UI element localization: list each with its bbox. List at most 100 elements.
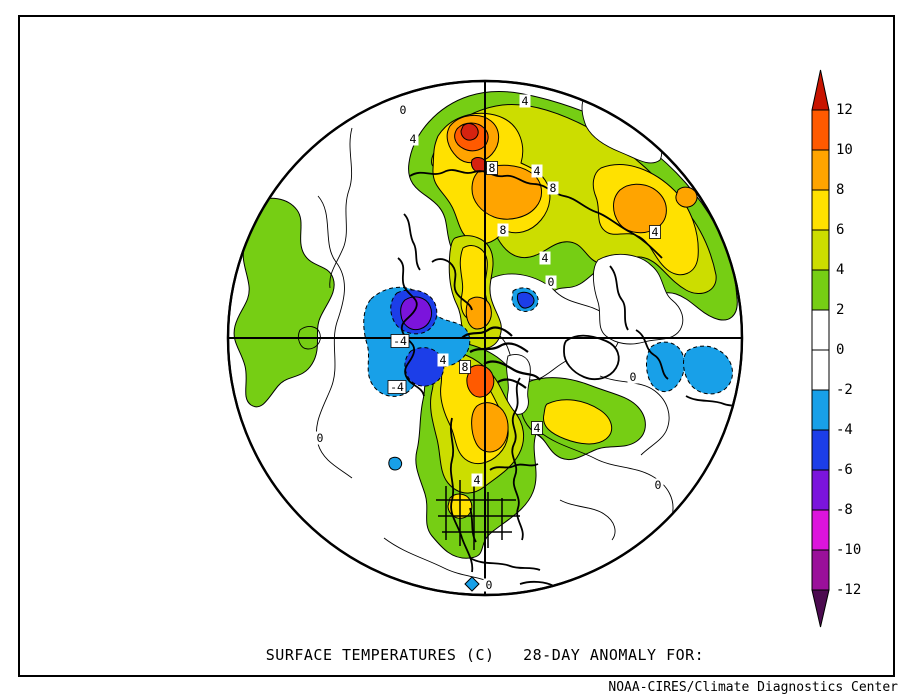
gulf-cyan-diamond: [464, 576, 480, 592]
coast-cyan-spot: [388, 456, 403, 471]
contour-label-box: [407, 132, 419, 146]
warm-region-pacific: [233, 197, 335, 408]
greenland-outline: [563, 334, 620, 381]
colorbar-tick-label: -12: [836, 582, 861, 598]
plot-date-range: Mon FEB 01 1999 - Sun FEB 28 1999: [160, 698, 810, 699]
colorbar-tick-label: -6: [836, 462, 853, 478]
colorbar-tick-label: 12: [836, 102, 853, 118]
colorbar-tick-label: 0: [836, 342, 844, 358]
colorbar-band: [811, 429, 830, 471]
contour-label: 4: [542, 251, 549, 265]
colorbar-tick-label: 2: [836, 302, 844, 318]
colorbar-tick-label: -10: [836, 542, 861, 558]
contour-label: -4: [390, 380, 404, 394]
east-asia-orange-spot: [675, 186, 698, 208]
colorbar-tick-label: 10: [836, 142, 853, 158]
state-borders: [436, 480, 520, 550]
contour-label-box: [545, 275, 557, 289]
contour-label: 8: [550, 181, 557, 195]
colorbar-tick-label: -8: [836, 502, 853, 518]
contour-label: 8: [500, 223, 507, 237]
arctic-archipelago-scribbles: [461, 326, 541, 389]
contour-label-box: [497, 223, 509, 237]
contour-label-box: [519, 94, 531, 108]
contour-label-box: [486, 161, 498, 175]
coast-bering-alaska: [397, 257, 425, 397]
colorbar-tick-label: -2: [836, 382, 853, 398]
colorbar-arrow-above-max: [811, 69, 830, 111]
contour-label: 8: [462, 360, 469, 374]
coast-siberia: [409, 169, 663, 259]
contour-label: 0: [655, 478, 662, 492]
colorbar-band: [811, 149, 830, 191]
contour-label: 0: [486, 578, 493, 592]
contour-label: 4: [534, 164, 541, 178]
contour-label-box: [649, 225, 661, 239]
coast-baja: [469, 507, 477, 543]
coast-gulf: [469, 557, 541, 571]
colorbar-tick-label: 4: [836, 262, 844, 278]
attribution-text: NOAA-CIRES/Climate Diagnostics Center: [608, 680, 898, 695]
siberia-red-spot-1: [460, 123, 479, 141]
contour-label-box: [531, 421, 543, 435]
contour-label: 4: [474, 473, 481, 487]
colorbar-band: [811, 229, 830, 271]
contour-label: 8: [489, 161, 496, 175]
map-boundary-rim: [226, 79, 744, 597]
contour-label-box: [314, 431, 326, 445]
colorbar-legend: 12 10 8 6 4 2 0 -2 -4 -6 -8 -10 -12: [811, 69, 861, 628]
coast-chukotka: [431, 258, 473, 311]
colorbar-arrow-below-min: [811, 589, 830, 628]
cold-region-europe-west: [646, 341, 685, 392]
contour-label-box: [531, 164, 543, 178]
plot-title: SURFACE TEMPERATURES (C) 28-DAY ANOMALY …: [265, 646, 705, 664]
pole-strip-orange: [465, 296, 492, 330]
contour-label: -4: [393, 334, 407, 348]
contour-label-box: [539, 251, 551, 265]
coast-scandinavia: [609, 265, 629, 331]
contour-label: 4: [652, 225, 659, 239]
contour-label-box: [483, 578, 495, 592]
canada-orange: [471, 402, 509, 453]
title-block: SURFACE TEMPERATURES (C) 28-DAY ANOMALY …: [160, 616, 810, 699]
contour-label-box: [459, 360, 471, 374]
colorbar-band: [811, 509, 830, 551]
contour-label-box: [471, 473, 483, 487]
colorbar-band: [811, 309, 830, 351]
contour-label-box: [437, 353, 449, 367]
plot-frame-border: [18, 15, 895, 677]
colorbar-tick-label: 6: [836, 222, 844, 238]
colorbar-band: [811, 349, 830, 391]
colorbar-band: [811, 109, 830, 151]
colorbar-band: [811, 269, 830, 311]
contour-label: 4: [534, 421, 541, 435]
alaska-violet-core: [400, 296, 433, 331]
colorbar-band: [811, 389, 830, 431]
contour-label-box: [547, 181, 559, 195]
alaska-blue-core-south: [404, 347, 445, 387]
arm-yellow-core: [543, 399, 613, 445]
rockies-orangered: [466, 364, 495, 398]
contour-label: 4: [440, 353, 447, 367]
contour-label-box: [390, 334, 410, 348]
contour-label: 0: [548, 275, 555, 289]
siberia-orange-south: [471, 164, 542, 220]
contour-label: 0: [317, 431, 324, 445]
contour-label: 0: [630, 370, 637, 384]
contour-label-box: [397, 103, 409, 117]
colorbar-tick-label: 8: [836, 182, 844, 198]
contour-label-box: [387, 380, 407, 394]
anomaly-fill-regions: [233, 91, 738, 592]
coast-hudson-east: [511, 377, 524, 541]
colorbar-band: [811, 549, 830, 591]
kara-blue-inner: [517, 291, 535, 309]
contour-label: 4: [410, 132, 417, 146]
colorbar-band: [811, 189, 830, 231]
coast-great-lakes: [489, 463, 539, 471]
contour-label: 0: [400, 103, 407, 117]
colorbar-tick-label: -4: [836, 422, 853, 438]
contour-label-box: [627, 370, 639, 384]
colorbar-band: [811, 469, 830, 511]
